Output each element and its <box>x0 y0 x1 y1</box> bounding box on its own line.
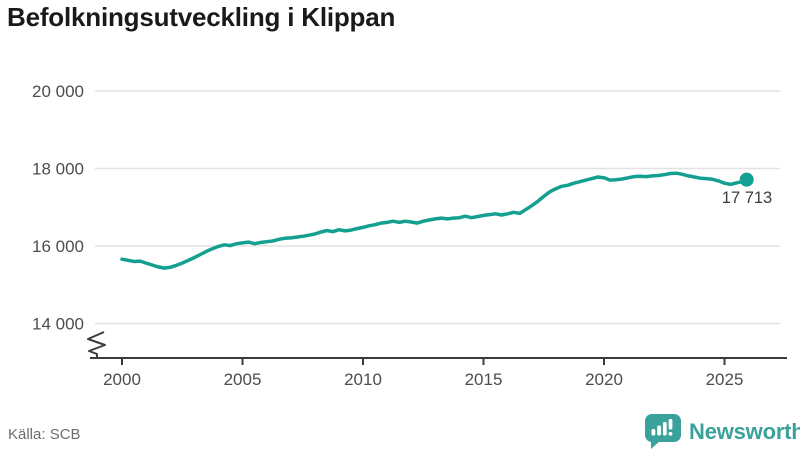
newsworthy-logo-icon <box>645 414 681 449</box>
x-tick-label: 2010 <box>344 370 382 389</box>
latest-value-dot <box>739 172 754 187</box>
y-tick-label: 14 000 <box>32 315 84 334</box>
y-axis-break-icon <box>87 331 106 358</box>
newsworthy-wordmark: Newsworthy <box>689 418 800 444</box>
y-tick-label: 20 000 <box>32 82 84 101</box>
population-series-line <box>120 171 749 270</box>
x-tick-label: 2025 <box>706 370 744 389</box>
y-tick-label: 16 000 <box>32 237 84 256</box>
latest-value-label: 17 713 <box>721 189 773 207</box>
x-tick-label: 2005 <box>224 370 262 389</box>
source-caption: Källa: SCB <box>8 426 81 443</box>
newsworthy-branding: Newsworthy <box>644 413 800 450</box>
x-tick-label: 2020 <box>585 370 623 389</box>
y-tick-label: 18 000 <box>32 160 84 179</box>
x-tick-label: 2015 <box>465 370 503 389</box>
x-tick-label: 2000 <box>103 370 141 389</box>
chart-title: Befolkningsutveckling i Klippan <box>7 2 396 32</box>
